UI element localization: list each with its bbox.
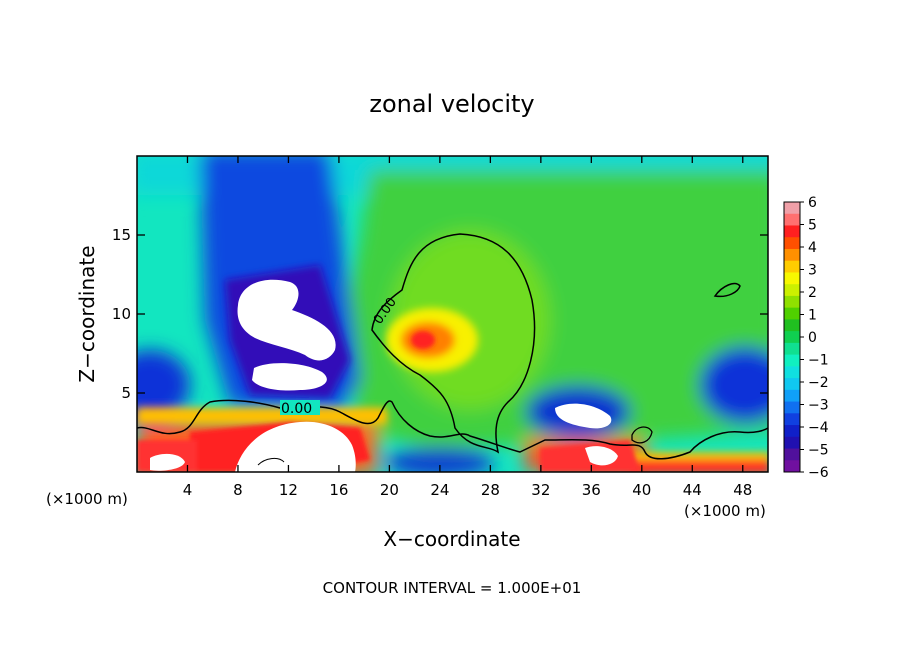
colorbar-swatch-20 <box>784 436 800 450</box>
colorbar-tick-label-0: 6 <box>808 195 817 211</box>
x-tick-label-5: 24 <box>430 481 449 499</box>
colorbar-tick-label-6: 0 <box>808 330 817 346</box>
field-bottom-red-strip <box>630 460 768 472</box>
x-tick-label-6: 28 <box>481 481 500 499</box>
white-region-upper-blob <box>237 279 336 361</box>
x-tick-label-7: 32 <box>531 481 550 499</box>
y-tick-label-1: 10 <box>112 305 131 323</box>
x-tick-label-10: 44 <box>683 481 702 499</box>
field-right-blue <box>700 347 768 423</box>
colorbar-swatch-5 <box>784 260 800 273</box>
zero-contour-loop-2 <box>631 426 653 444</box>
colorbar-tick-label-11: −5 <box>808 443 829 459</box>
y-tick-label-0: 5 <box>121 384 131 402</box>
colorbar-tick-label-10: −4 <box>808 420 829 436</box>
contour-label-background <box>280 400 320 415</box>
colorbar: 6 5 4 3 2 1 0 −1 −2 −3 −4 −5 −6 <box>783 195 829 481</box>
colorbar-swatch-4 <box>784 248 800 262</box>
zero-contour-dome <box>371 233 536 454</box>
colorbar-tick-label-4: 2 <box>808 285 817 301</box>
colorbar-tick-label-9: −3 <box>808 398 829 414</box>
x-unit-right: (×1000 m) <box>684 502 766 520</box>
colorbar-swatch-13 <box>784 354 800 367</box>
y-axis-label: Z−coordinate <box>75 245 99 382</box>
zero-contour-lower <box>137 399 768 460</box>
zero-contour-loop-3 <box>257 457 285 466</box>
colorbar-swatch-8 <box>784 295 800 309</box>
field-lower-yellow-band <box>137 408 387 424</box>
colorbar-swatch-12 <box>784 342 800 356</box>
x-axis: 4 8 12 16 20 24 28 32 36 40 44 48 <box>183 156 752 499</box>
field-bottom-blue <box>385 448 495 472</box>
x-tick-label-11: 48 <box>733 481 752 499</box>
x-unit-left: (×1000 m) <box>46 490 128 508</box>
x-tick-label-0: 4 <box>183 481 193 499</box>
colorbar-tick-label-1: 5 <box>808 218 817 234</box>
contour-interval-note: CONTOUR INTERVAL = 1.000E+01 <box>323 579 582 597</box>
y-tick-label-2: 15 <box>112 226 131 244</box>
colorbar-swatch-1 <box>784 213 800 226</box>
x-tick-label-2: 12 <box>279 481 298 499</box>
field-red-core <box>411 331 435 349</box>
colorbar-swatch-18 <box>784 413 800 426</box>
colorbar-swatch-10 <box>784 319 800 332</box>
chart-title: zonal velocity <box>369 90 534 118</box>
x-tick-label-9: 40 <box>632 481 651 499</box>
x-axis-label: X−coordinate <box>383 527 520 551</box>
colorbar-swatch-6 <box>784 272 800 285</box>
field-bottom-orange-strip <box>630 452 768 460</box>
colorbar-swatch-3 <box>784 237 800 250</box>
colorbar-swatch-7 <box>784 284 800 297</box>
white-region-mid-blob <box>555 403 612 429</box>
colorbar-swatch-15 <box>784 378 800 391</box>
x-tick-label-1: 8 <box>233 481 243 499</box>
y-axis: 5 10 15 <box>112 226 768 402</box>
colorbar-swatch-21 <box>784 448 800 461</box>
white-region-bottom-left <box>235 421 356 472</box>
colorbar-tick-label-8: −2 <box>808 375 829 391</box>
colorbar-tick-label-2: 4 <box>808 240 817 256</box>
colorbar-swatch-22 <box>784 460 800 473</box>
colorbar-swatch-14 <box>784 366 800 379</box>
colorbar-swatch-16 <box>784 389 800 403</box>
x-tick-label-8: 36 <box>582 481 601 499</box>
colorbar-tick-label-3: 3 <box>808 263 817 279</box>
white-region-lower-blob <box>252 363 327 391</box>
colorbar-swatch-11 <box>784 331 800 344</box>
x-tick-label-3: 16 <box>329 481 348 499</box>
white-region-bottom-left-2 <box>150 453 185 471</box>
colorbar-swatch-17 <box>784 401 800 414</box>
colorbar-swatch-2 <box>784 225 800 238</box>
white-region-bottom-mid <box>585 446 618 466</box>
contour-label-lower: 0.00 <box>281 401 312 417</box>
colorbar-swatch-9 <box>784 307 800 320</box>
field-left-blue <box>137 350 190 420</box>
colorbar-tick-label-7: −1 <box>808 353 829 369</box>
colorbar-tick-label-5: 1 <box>808 308 817 324</box>
colorbar-swatch-19 <box>784 425 800 438</box>
zero-contour-small-loop <box>713 282 741 298</box>
x-tick-label-4: 20 <box>380 481 399 499</box>
colorbar-tick-label-12: −6 <box>808 465 829 481</box>
colorbar-swatch-0 <box>784 202 800 215</box>
heatmap-field <box>137 156 768 472</box>
